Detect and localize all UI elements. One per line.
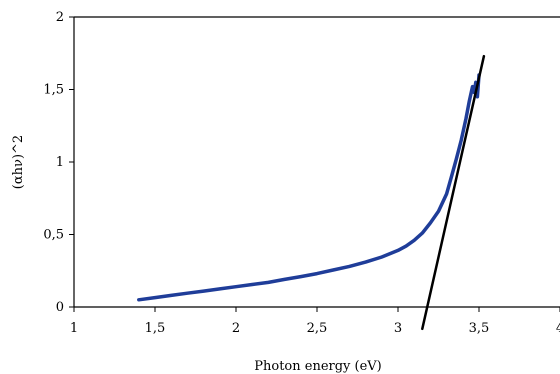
x-tick-label: 3,5 bbox=[469, 321, 490, 336]
y-tick-label: 0,5 bbox=[43, 228, 64, 243]
absorption-curve-line bbox=[137, 73, 481, 302]
y-tick-label: 1 bbox=[56, 155, 64, 170]
y-tick-label: 0 bbox=[56, 300, 64, 315]
x-tick-label: 1,5 bbox=[145, 321, 166, 336]
x-tick-label: 1 bbox=[70, 321, 78, 336]
y-tick-label: 2 bbox=[56, 10, 64, 25]
axes bbox=[73, 16, 560, 308]
tangent-line bbox=[421, 54, 486, 331]
x-tick-label: 4 bbox=[556, 321, 560, 336]
y-tick-label: 1,5 bbox=[43, 83, 64, 98]
x-tick-label: 3 bbox=[394, 321, 402, 336]
x-tick-label: 2 bbox=[232, 321, 240, 336]
series-layer bbox=[137, 54, 486, 331]
x-tick-label: 2,5 bbox=[307, 321, 328, 336]
x-axis-title: Photon energy (eV) bbox=[254, 359, 382, 374]
y-axis-title: (αhν)^2 bbox=[11, 135, 26, 189]
ticks: 1 1,5 2 2,5 3 3,5 4 0 0,5 1 1,5 2 bbox=[43, 10, 560, 336]
